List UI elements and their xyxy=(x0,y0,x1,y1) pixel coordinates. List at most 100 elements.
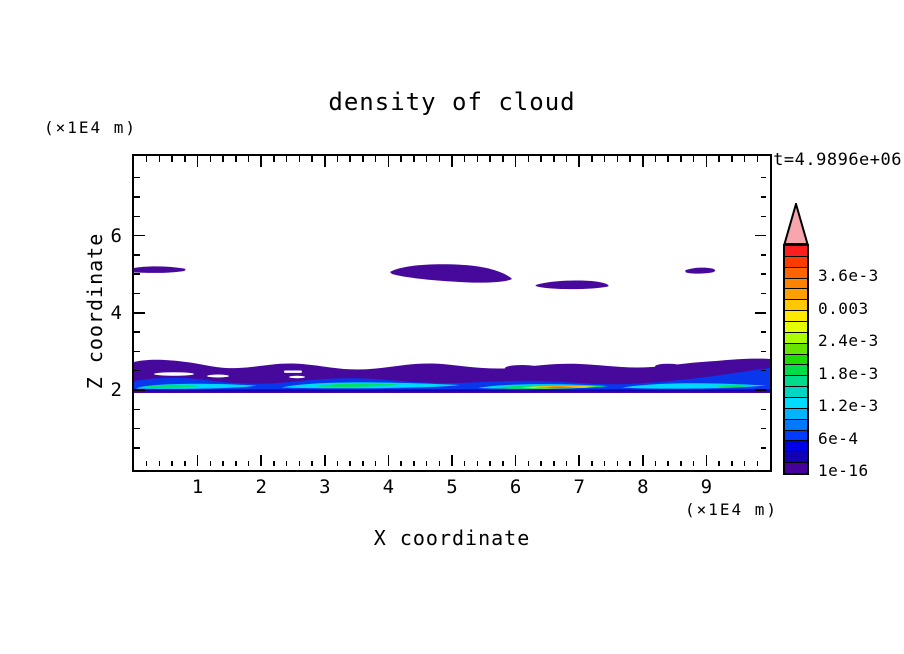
colorbar-cell xyxy=(785,376,807,388)
tick-mark xyxy=(134,447,140,449)
tick-mark xyxy=(553,460,555,466)
tick-mark xyxy=(476,156,479,162)
tick-mark xyxy=(667,156,669,162)
tick-mark xyxy=(731,460,733,466)
tick-mark xyxy=(760,273,766,275)
tick-mark xyxy=(425,156,428,162)
tick-mark xyxy=(260,455,262,466)
tick-mark xyxy=(760,408,766,411)
tick-mark xyxy=(451,455,453,466)
tick-mark xyxy=(755,234,766,237)
tick-mark xyxy=(502,156,504,162)
tick-mark xyxy=(514,455,517,466)
tick-mark xyxy=(642,455,644,466)
tick-mark xyxy=(374,156,377,162)
tick-mark xyxy=(760,292,766,295)
tick-mark xyxy=(438,460,441,466)
tick-mark xyxy=(311,460,313,466)
tick-mark xyxy=(591,156,593,162)
tick-mark xyxy=(298,460,301,466)
tick-mark xyxy=(553,156,555,162)
tick-mark xyxy=(134,196,140,198)
x-tick-label: 1 xyxy=(191,476,204,498)
tick-mark xyxy=(222,460,224,466)
time-annotation: t=4.9896e+06 xyxy=(773,150,902,170)
x-tick-label: 9 xyxy=(700,476,713,498)
chart-title: density of cloud xyxy=(328,88,576,116)
colorbar-cell xyxy=(785,463,807,474)
tick-mark xyxy=(680,460,682,466)
tick-mark xyxy=(273,460,275,466)
tick-mark xyxy=(134,331,140,333)
tick-mark xyxy=(616,460,619,466)
tick-mark xyxy=(158,156,161,162)
tick-mark xyxy=(171,460,173,466)
colorbar-cell xyxy=(785,289,807,301)
tick-mark xyxy=(196,455,199,466)
tick-mark xyxy=(362,460,364,466)
tick-mark xyxy=(134,234,145,237)
colorbar-cell xyxy=(785,311,807,323)
tick-mark xyxy=(760,427,766,430)
tick-mark xyxy=(527,156,530,162)
tick-mark xyxy=(158,460,161,466)
x-tick-label: 6 xyxy=(509,476,522,498)
tick-mark xyxy=(502,460,504,466)
tick-mark xyxy=(654,156,657,162)
plot-area xyxy=(132,154,772,472)
tick-mark xyxy=(731,156,733,162)
tick-mark xyxy=(209,460,212,466)
tick-mark xyxy=(756,156,759,162)
tick-mark xyxy=(362,156,364,162)
tick-mark xyxy=(565,460,568,466)
tick-mark xyxy=(336,156,339,162)
tick-mark xyxy=(311,156,313,162)
tick-mark xyxy=(387,455,390,466)
tick-mark xyxy=(591,460,593,466)
colorbar-cells xyxy=(783,244,809,475)
contour-plot xyxy=(134,264,770,393)
tick-mark xyxy=(260,156,262,167)
colorbar-cell xyxy=(785,387,807,399)
colorbar-cell xyxy=(785,246,807,257)
tick-mark xyxy=(667,460,669,466)
colorbar-cell xyxy=(785,365,807,377)
tick-mark xyxy=(324,455,326,466)
surface-cloud-band xyxy=(134,358,770,393)
z-tick-label: 6 xyxy=(110,224,122,247)
tick-mark xyxy=(134,273,140,275)
y-tick-labels: 2 4 6 xyxy=(88,156,122,470)
x-tick-label: 3 xyxy=(319,476,331,498)
tick-mark xyxy=(718,460,720,466)
tick-mark xyxy=(743,156,746,162)
tick-mark xyxy=(514,156,517,167)
tick-mark xyxy=(134,369,140,372)
detached-cloud-contours xyxy=(134,264,716,290)
colorbar-cell xyxy=(785,278,807,290)
colorbar-cell xyxy=(785,398,807,409)
tick-mark xyxy=(692,156,695,162)
tick-mark xyxy=(134,254,140,256)
tick-mark xyxy=(755,389,766,391)
tick-mark xyxy=(387,156,390,167)
colorbar-cell xyxy=(785,354,807,366)
tick-mark xyxy=(705,455,708,466)
tick-mark xyxy=(145,460,148,466)
colorbar-cell xyxy=(785,256,807,268)
colorbar-labels: 3.6e-3 0.003 2.4e-3 1.8e-3 1.2e-3 6e-4 1e-16 xyxy=(818,203,903,493)
tick-mark xyxy=(527,460,530,466)
tick-mark xyxy=(134,176,140,179)
tick-mark xyxy=(134,408,140,411)
tick-mark xyxy=(222,156,224,162)
tick-mark xyxy=(476,460,479,466)
tick-mark xyxy=(578,455,580,466)
tick-mark xyxy=(451,156,453,167)
colorbar-cell xyxy=(785,300,807,312)
tick-mark xyxy=(247,156,250,162)
tick-mark xyxy=(298,156,301,162)
tick-mark xyxy=(273,156,275,162)
x-tick-labels: 1 2 3 4 5 6 7 8 9 xyxy=(134,476,770,500)
tick-mark xyxy=(324,156,326,167)
tick-mark xyxy=(349,460,351,466)
tick-mark xyxy=(184,460,186,466)
